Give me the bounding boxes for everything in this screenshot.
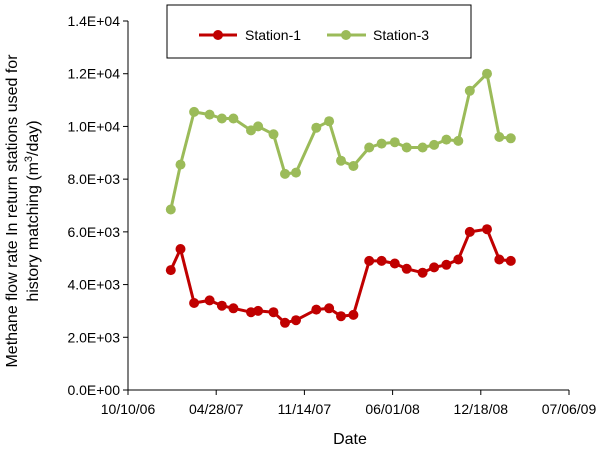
data-point-station-1 <box>348 309 359 320</box>
y-tick-label: 1.2E+04 <box>67 66 120 82</box>
data-point-station-1 <box>494 254 505 265</box>
data-point-station-1 <box>228 303 239 314</box>
data-point-station-1 <box>441 259 452 270</box>
legend-label-station-1: Station-1 <box>245 27 301 43</box>
data-point-station-1 <box>280 317 290 328</box>
axes <box>127 21 569 391</box>
legend-marker-station-3 <box>341 30 351 40</box>
data-point-station-1 <box>429 262 440 273</box>
data-point-station-3 <box>364 142 375 153</box>
data-point-station-1 <box>175 244 186 254</box>
data-point-station-3 <box>401 142 412 153</box>
data-point-station-3 <box>204 109 215 120</box>
x-axis-title: Date <box>333 431 367 448</box>
data-point-station-1 <box>204 295 215 306</box>
y-tick-label: 2.0E+03 <box>67 329 120 345</box>
data-point-station-1 <box>505 255 516 266</box>
y-axis-title-line-1: Methane flow rate In return stations use… <box>4 54 21 368</box>
series-station-3 <box>165 68 516 215</box>
data-point-station-3 <box>494 132 505 142</box>
data-point-station-3 <box>189 106 200 117</box>
x-tick-label: 04/28/07 <box>189 401 244 417</box>
data-point-station-3 <box>291 167 301 178</box>
data-point-station-3 <box>429 139 440 150</box>
data-point-station-3 <box>228 113 239 124</box>
y-tick-label: 6.0E+03 <box>67 224 120 240</box>
data-point-station-3 <box>268 129 279 140</box>
data-point-station-3 <box>417 142 428 153</box>
data-point-station-3 <box>441 134 452 145</box>
series-layer <box>165 68 516 328</box>
data-point-station-1 <box>324 303 335 314</box>
data-point-station-1 <box>311 304 322 315</box>
data-point-station-1 <box>401 263 412 274</box>
legend-label-station-3: Station-3 <box>373 27 429 43</box>
y-tick-label: 0.0E+00 <box>67 382 120 398</box>
data-point-station-3 <box>165 204 176 215</box>
data-point-station-1 <box>268 307 279 318</box>
y-axis-title-line-2: history matching (m3/day) <box>23 120 42 301</box>
x-tick-label: 10/10/06 <box>101 401 156 417</box>
x-tick-label: 06/01/08 <box>365 401 420 417</box>
data-point-station-1 <box>482 224 492 235</box>
y-tick-label: 8.0E+03 <box>67 171 120 187</box>
data-point-station-3 <box>253 121 264 132</box>
data-point-station-3 <box>336 155 346 166</box>
data-point-station-3 <box>280 168 290 179</box>
data-point-station-1 <box>165 265 176 276</box>
data-point-station-1 <box>389 258 400 269</box>
data-point-station-3 <box>453 135 464 146</box>
data-point-station-3 <box>324 116 335 127</box>
x-tick-label: 12/18/08 <box>454 401 509 417</box>
data-point-station-1 <box>336 311 346 322</box>
series-station-1 <box>165 224 516 328</box>
y-tick-label: 4.0E+03 <box>67 277 120 293</box>
data-point-station-3 <box>348 161 359 171</box>
x-tick-label: 11/14/07 <box>278 401 332 417</box>
x-ticks: 10/10/06 04/28/07 11/14/07 06/01/08 12/18/08… <box>101 390 597 417</box>
x-tick-label: 07/06/09 <box>542 401 597 417</box>
y-ticks: 0.0E+00 2.0E+03 4.0E+03 6.0E+03 8.0E+03 1.0E+… <box>67 13 128 398</box>
data-point-station-3 <box>389 137 400 148</box>
data-point-station-1 <box>253 305 264 316</box>
data-point-station-3 <box>311 122 322 133</box>
y-tick-label: 1.0E+04 <box>67 118 120 134</box>
data-point-station-1 <box>216 300 227 311</box>
data-point-station-3 <box>482 68 492 79</box>
data-point-station-1 <box>417 267 428 278</box>
data-point-station-1 <box>189 298 200 308</box>
data-point-station-3 <box>505 133 516 144</box>
legend-marker-station-1 <box>213 30 223 40</box>
y-axis-title: Methane flow rate In return stations use… <box>4 54 42 368</box>
data-point-station-3 <box>464 85 475 96</box>
data-point-station-1 <box>453 254 464 265</box>
data-point-station-1 <box>291 315 301 326</box>
data-point-station-3 <box>376 138 387 149</box>
data-point-station-3 <box>175 159 186 170</box>
y-tick-label: 1.4E+04 <box>67 13 120 29</box>
legend: Station-1 Station-3 <box>166 4 472 59</box>
data-point-station-1 <box>376 255 387 266</box>
data-point-station-3 <box>216 113 227 124</box>
y-axis-title-superscript: 3 <box>23 156 35 162</box>
data-point-station-1 <box>464 226 475 237</box>
data-point-station-1 <box>364 255 375 266</box>
